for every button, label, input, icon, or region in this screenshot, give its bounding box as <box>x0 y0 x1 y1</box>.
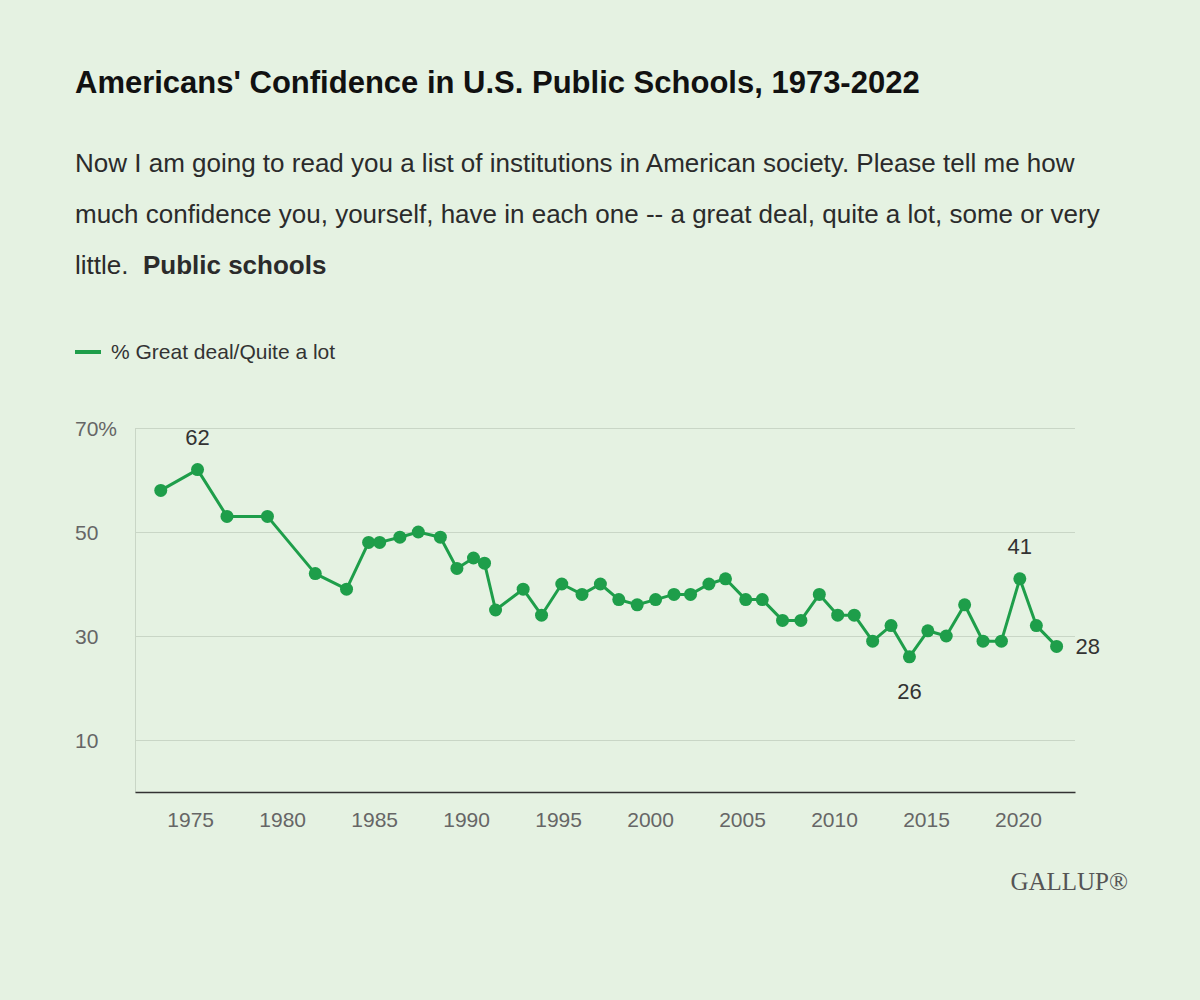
source: GALLUP® <box>1010 868 1128 895</box>
point <box>813 588 826 601</box>
annotation: 62 <box>185 425 209 450</box>
point <box>667 588 680 601</box>
x-tick: 2015 <box>903 792 950 831</box>
point <box>340 583 353 596</box>
point <box>478 557 491 570</box>
point <box>1013 572 1026 585</box>
y-tick-label: 50 <box>75 521 98 544</box>
point <box>702 578 715 591</box>
point <box>866 635 879 648</box>
x-tick: 2000 <box>627 792 674 831</box>
x-tick: 1995 <box>535 792 582 831</box>
title: Americans' Confidence in U.S. Public Sch… <box>75 65 920 100</box>
y-tick-label: 10 <box>75 729 98 752</box>
y-tick-label: 70% <box>75 417 117 440</box>
x-tick-label: 1980 <box>259 808 306 831</box>
x-axis-line <box>136 792 1076 794</box>
point <box>434 531 447 544</box>
point <box>885 619 898 632</box>
subtitle: Now I am going to read you a list of ins… <box>75 138 1125 291</box>
subtitle-item: Public schools <box>143 250 327 280</box>
point <box>220 510 233 523</box>
y-tick: 10 <box>75 729 1075 752</box>
point <box>958 598 971 611</box>
y-tick: 30 <box>75 625 1075 648</box>
point <box>467 552 480 565</box>
point <box>631 598 644 611</box>
point <box>393 531 406 544</box>
annotation: 41 <box>1008 534 1032 559</box>
point <box>450 562 463 575</box>
point <box>921 624 934 637</box>
point <box>517 583 530 596</box>
series-line <box>161 470 1057 657</box>
point <box>612 593 625 606</box>
annotations: 62 41 26 28 <box>185 425 1100 704</box>
point <box>684 588 697 601</box>
point <box>1050 640 1063 653</box>
grid-line <box>135 740 1075 741</box>
point <box>995 635 1008 648</box>
point <box>373 536 386 549</box>
point <box>535 609 548 622</box>
x-tick-label: 1990 <box>443 808 490 831</box>
x-axis: 1975 1980 1985 1990 1995 2000 2005 2010 2015 2020 <box>136 792 1076 831</box>
x-tick: 1985 <box>351 792 398 831</box>
point <box>977 635 990 648</box>
x-tick: 2020 <box>995 792 1042 831</box>
point <box>576 588 589 601</box>
point <box>555 578 568 591</box>
point <box>191 463 204 476</box>
point <box>831 609 844 622</box>
point <box>1030 619 1043 632</box>
x-tick: 1980 <box>259 792 306 831</box>
x-tick-label: 2015 <box>903 808 950 831</box>
legend-swatch <box>75 350 101 354</box>
grid-line <box>135 428 1075 429</box>
legend-label: % Great deal/Quite a lot <box>111 340 335 363</box>
point <box>594 578 607 591</box>
x-tick: 1990 <box>443 792 490 831</box>
x-tick-label: 2000 <box>627 808 674 831</box>
legend-item: % Great deal/Quite a lot <box>75 340 335 363</box>
x-tick-label: 1975 <box>167 808 214 831</box>
point <box>261 510 274 523</box>
y-tick: 70% <box>75 417 1075 440</box>
point <box>940 630 953 643</box>
point <box>154 484 167 497</box>
y-axis: 10 30 50 70% <box>75 417 1075 793</box>
annotation: 26 <box>897 679 921 704</box>
point <box>739 593 752 606</box>
x-tick-label: 1985 <box>351 808 398 831</box>
point <box>309 567 322 580</box>
plot-area <box>154 463 1063 663</box>
x-tick-label: 2020 <box>995 808 1042 831</box>
legend: % Great deal/Quite a lot <box>75 340 335 363</box>
y-axis-line <box>136 429 1076 793</box>
point <box>848 609 861 622</box>
x-tick: 1975 <box>167 792 214 831</box>
x-tick: 2010 <box>811 792 858 831</box>
point <box>489 604 502 617</box>
grid-line <box>135 636 1075 637</box>
y-tick: 50 <box>75 521 1075 544</box>
point <box>412 526 425 539</box>
chart: Americans' Confidence in U.S. Public Sch… <box>0 0 1200 1000</box>
x-tick-label: 1995 <box>535 808 582 831</box>
grid-line <box>135 532 1075 533</box>
point <box>649 593 662 606</box>
x-tick-label: 2005 <box>719 808 766 831</box>
point <box>776 614 789 627</box>
point <box>719 572 732 585</box>
x-tick: 2005 <box>719 792 766 831</box>
point <box>903 650 916 663</box>
x-tick-label: 2010 <box>811 808 858 831</box>
annotation: 28 <box>1076 634 1100 659</box>
y-tick-label: 30 <box>75 625 98 648</box>
point <box>756 593 769 606</box>
point <box>794 614 807 627</box>
